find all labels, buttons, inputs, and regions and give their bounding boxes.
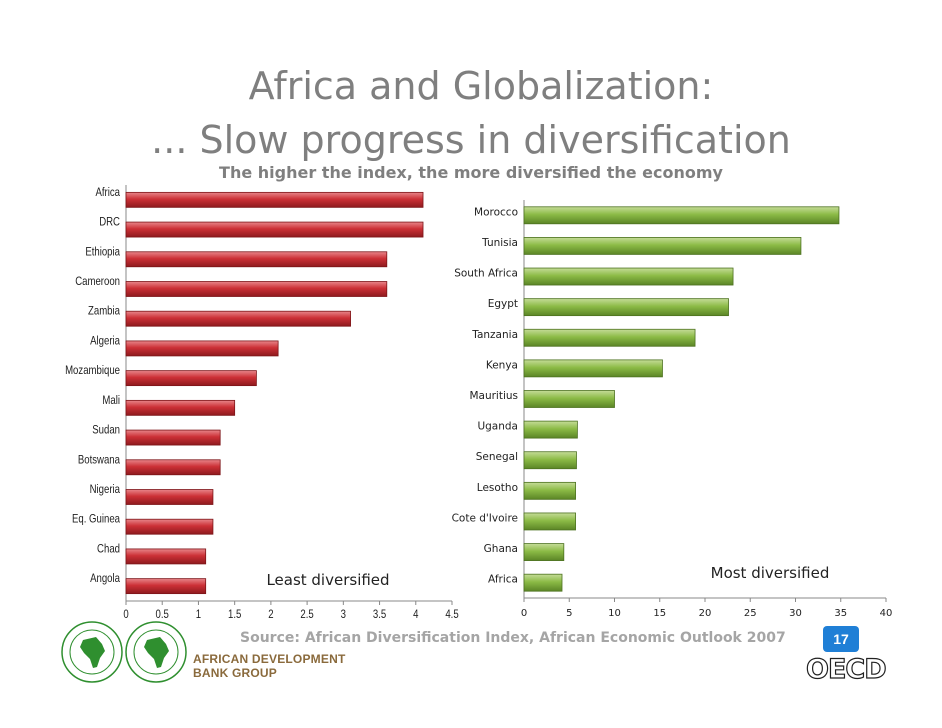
category-label-right-senegal: Senegal [476, 451, 518, 463]
oecd-logo: OECD [805, 653, 887, 685]
category-label-left-botswana: Botswana [78, 453, 121, 466]
bar-right-cote-d-ivoire [523, 512, 576, 531]
left-annotation: Least diversified [266, 571, 389, 589]
bar-left-eq-guinea [125, 518, 214, 535]
bar-right-ghana [523, 543, 565, 561]
left-x-tick-label: 3 [341, 608, 346, 621]
category-label-right-cote-d-ivoire: Cote d'Ivoire [452, 512, 518, 524]
bar-left-angola [125, 578, 207, 595]
right-x-tick-label: 20 [699, 608, 712, 619]
afdb-seals [61, 621, 187, 683]
bar-left-ethiopia [125, 251, 388, 268]
category-label-left-drc: DRC [99, 216, 120, 229]
category-label-right-kenya: Kenya [486, 359, 518, 371]
bar-left-mali [125, 399, 236, 416]
right-x-tick-label: 10 [608, 608, 621, 619]
page-number-badge: 17 [823, 626, 859, 652]
category-label-left-eq-guinea: Eq. Guinea [72, 513, 121, 526]
category-label-left-sudan: Sudan [92, 424, 120, 437]
bar-left-sudan [125, 429, 221, 446]
bar-left-botswana [125, 459, 221, 476]
category-label-right-ghana: Ghana [484, 543, 518, 555]
title-line-2: ... Slow progress in diversification [151, 118, 791, 162]
bar-right-egypt [523, 298, 729, 317]
left-x-tick-label: 1.5 [228, 608, 241, 621]
left-x-tick-label: 4.5 [445, 608, 458, 621]
bar-right-kenya [523, 359, 663, 378]
category-label-left-algeria: Algeria [90, 334, 121, 347]
bar-right-morocco [523, 206, 840, 225]
category-label-right-tunisia: Tunisia [481, 237, 518, 249]
right-x-tick-label: 5 [566, 608, 572, 619]
category-label-right-uganda: Uganda [477, 421, 518, 433]
bar-right-senegal [523, 451, 577, 470]
category-label-left-chad: Chad [97, 542, 120, 555]
right-x-tick-label: 35 [834, 608, 847, 619]
bar-left-cameroon [125, 281, 388, 297]
bar-right-mauritius [523, 390, 615, 408]
category-label-left-zambia: Zambia [88, 305, 121, 318]
left-x-tick-label: 2 [268, 608, 273, 621]
right-annotation: Most diversified [711, 564, 830, 582]
category-label-left-africa: Africa [95, 186, 120, 199]
category-label-right-morocco: Morocco [474, 206, 518, 218]
bar-left-africa [125, 191, 424, 208]
left-x-tick-label: 4 [413, 608, 418, 621]
bar-right-lesotho [523, 481, 576, 500]
right-chart: 0 5 10 15 20 25 30 35 40 Morocco Tunisia South Afri… [452, 200, 893, 619]
category-label-right-africa: Africa [488, 574, 518, 586]
bar-left-drc [125, 221, 424, 238]
bar-right-tunisia [523, 237, 802, 255]
source-note: Source: African Diversification Index, A… [240, 630, 786, 646]
bar-left-nigeria [125, 489, 214, 505]
right-x-tick-label: 15 [653, 608, 666, 619]
category-label-right-tanzania: Tanzania [471, 329, 518, 341]
category-label-right-egypt: Egypt [488, 298, 518, 310]
bar-right-tanzania [523, 328, 696, 347]
title-line-1: Africa and Globalization: [248, 64, 714, 108]
afdb-name-line-1: AFRICAN DEVELOPMENT [193, 652, 346, 666]
left-x-tick-label: 3.5 [373, 608, 386, 621]
right-x-tick-label: 25 [744, 608, 757, 619]
bar-left-chad [125, 548, 207, 565]
category-label-left-angola: Angola [90, 572, 121, 585]
bar-right-uganda [523, 420, 578, 439]
afdb-name-line-2: BANK GROUP [193, 666, 278, 680]
right-x-tick-label: 40 [880, 608, 893, 619]
afdb-seal-left [61, 621, 123, 683]
afdb-seal-right [125, 621, 187, 683]
right-x-tick-label: 0 [521, 608, 527, 619]
left-x-tick-label: 0 [123, 608, 128, 621]
right-x-tick-label: 30 [789, 608, 802, 619]
category-label-left-mali: Mali [102, 394, 120, 407]
left-x-tick-label: 0.5 [156, 608, 169, 621]
subtitle: The higher the index, the more diversifi… [219, 163, 723, 182]
left-chart: 0 0.5 1 1.5 2 2.5 3 3.5 4 4.5 Africa DRC Ethiopia Cam… [65, 185, 459, 621]
bar-left-zambia [125, 310, 351, 327]
category-label-right-south-africa: South Africa [454, 268, 518, 280]
category-label-right-mauritius: Mauritius [469, 390, 518, 402]
bar-left-mozambique [125, 370, 257, 387]
left-x-tick-label: 2.5 [300, 608, 313, 621]
category-label-right-lesotho: Lesotho [477, 482, 518, 494]
bar-left-algeria [125, 340, 279, 357]
category-label-left-cameroon: Cameroon [75, 275, 120, 288]
left-x-tick-label: 1 [196, 608, 201, 621]
category-label-left-mozambique: Mozambique [65, 364, 120, 377]
category-label-left-ethiopia: Ethiopia [85, 245, 121, 258]
bar-right-africa [523, 573, 563, 592]
category-label-left-nigeria: Nigeria [90, 483, 121, 496]
bar-right-south-africa [523, 267, 734, 286]
